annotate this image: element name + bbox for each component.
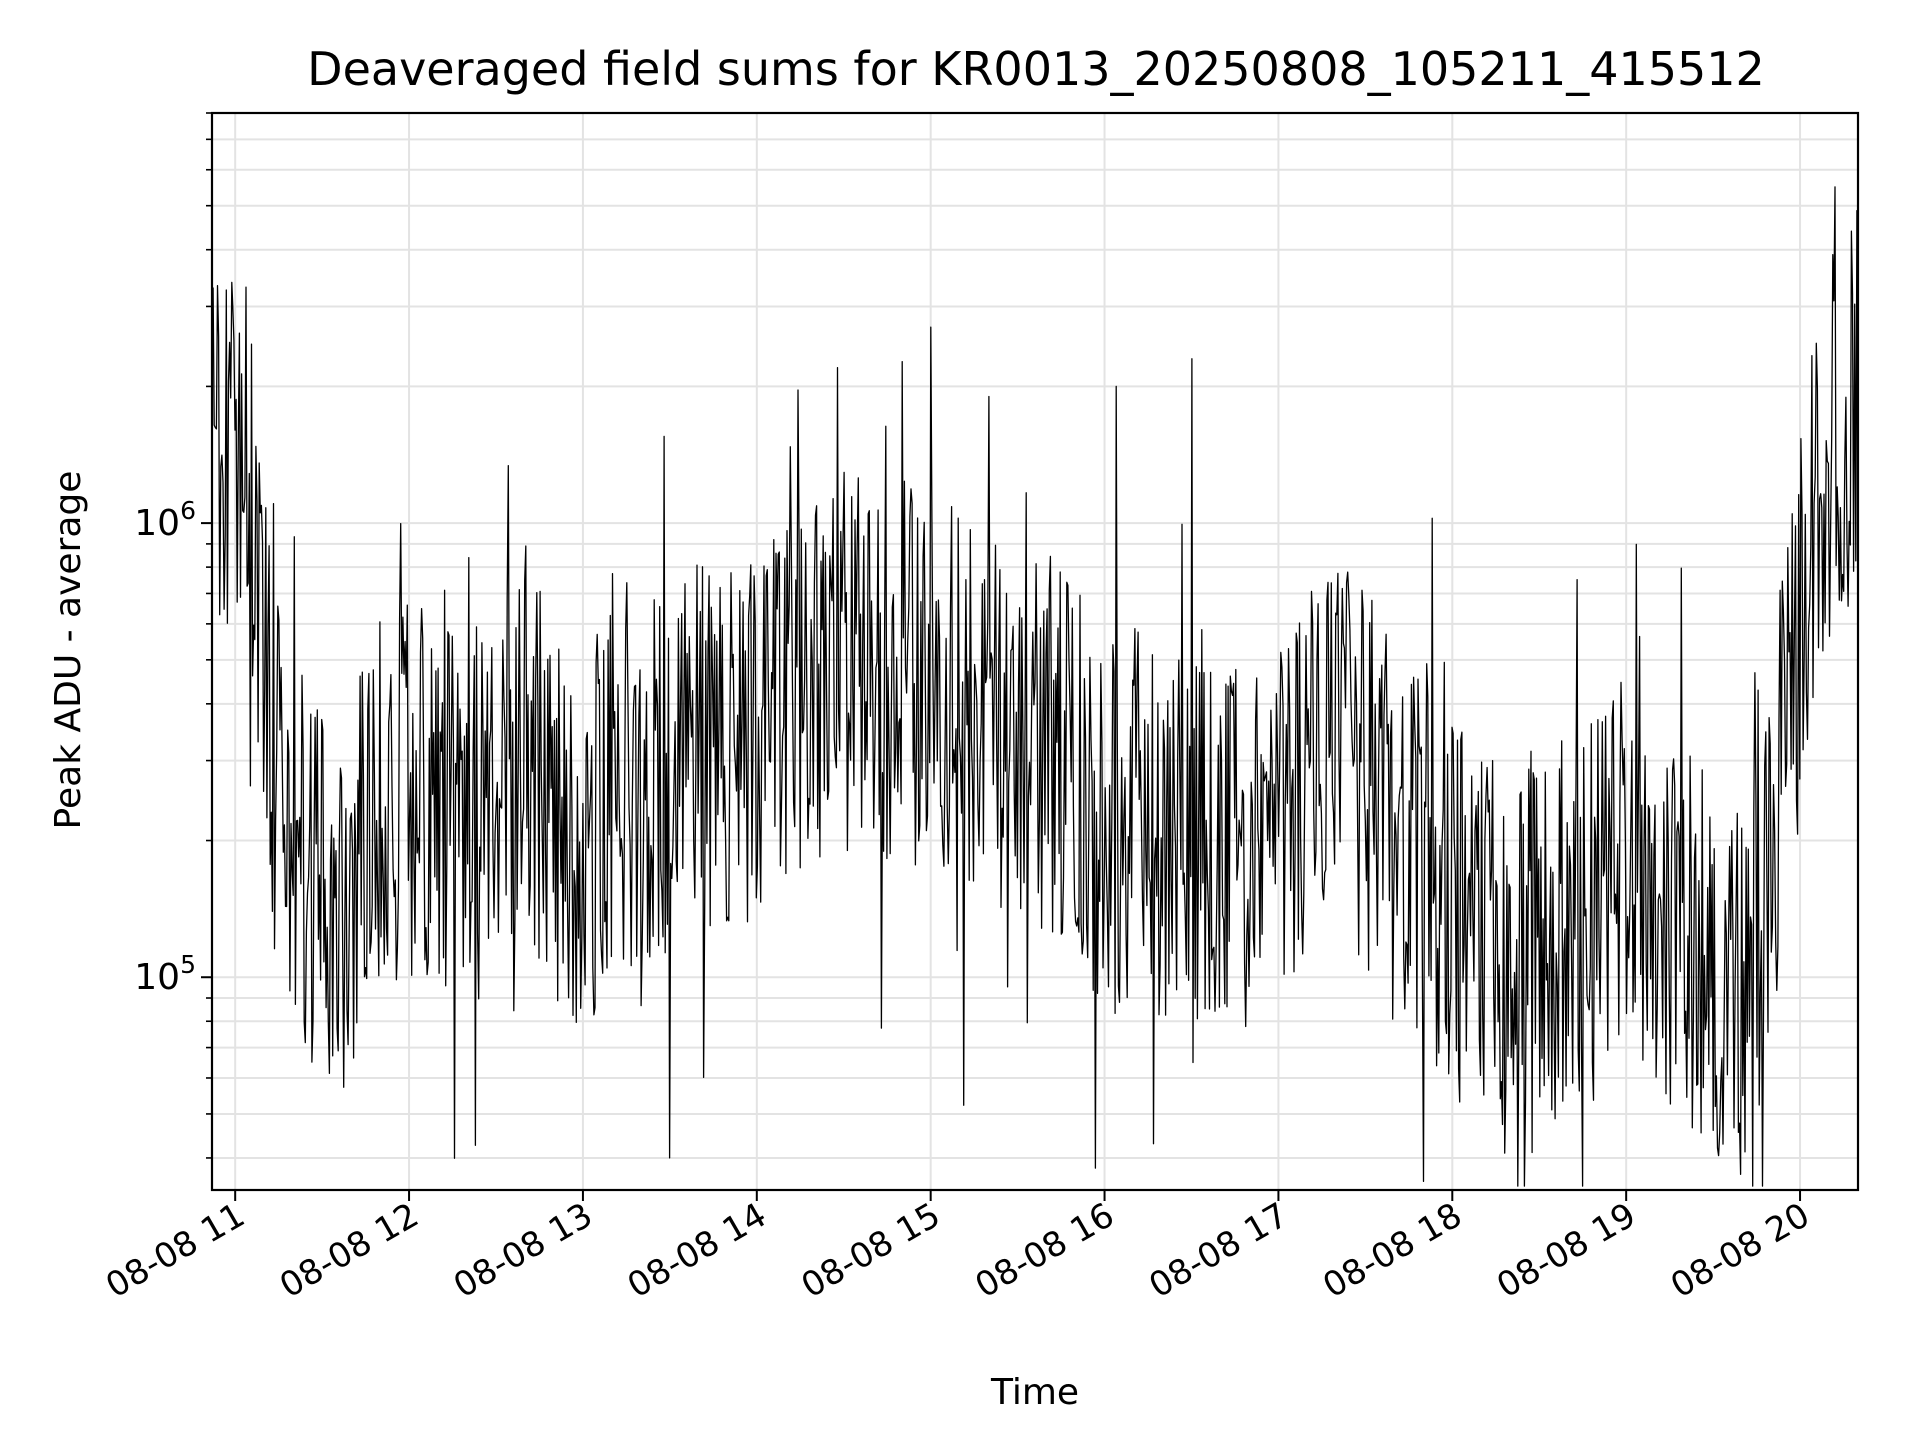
y-tick-label: 106 [134,496,196,544]
x-axis-label: Time [990,1372,1079,1413]
series-line [211,186,1859,1187]
y-tick-label: 105 [134,950,196,998]
y-axis-label: Peak ADU - average [48,471,89,830]
y-axis: 105 106 [134,112,212,1159]
plot-frame [210,111,1860,1192]
series-line-group [211,186,1859,1187]
chart-title: Deaveraged field sums for KR0013_2025080… [307,42,1765,96]
